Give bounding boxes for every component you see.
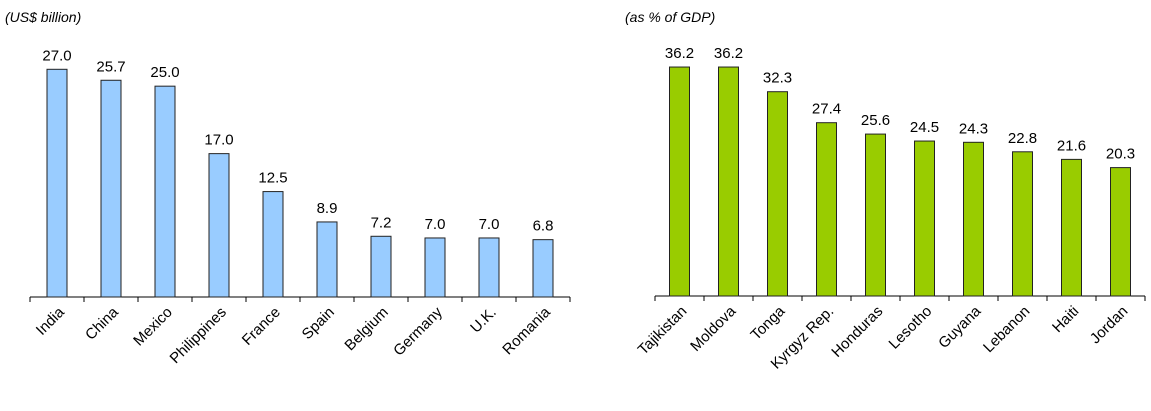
x-tick-label: Moldova <box>687 302 740 355</box>
value-label: 17.0 <box>204 132 233 149</box>
value-label: 7.0 <box>479 216 500 233</box>
bar <box>424 237 446 298</box>
x-tick-label: Tajikistan <box>635 303 691 359</box>
bar <box>208 153 230 298</box>
value-label: 20.3 <box>1106 146 1135 163</box>
x-tick-label: Guyana <box>935 302 985 352</box>
x-tick-label: Jordan <box>1087 303 1131 347</box>
bar <box>718 66 739 297</box>
value-label: 7.0 <box>425 216 446 233</box>
x-tick-label: Romania <box>499 303 554 358</box>
value-label: 27.4 <box>812 101 841 118</box>
value-label: 25.0 <box>150 64 179 81</box>
bar <box>262 191 284 298</box>
chart-subtitle: (as % of GDP) <box>625 9 715 25</box>
value-label: 25.6 <box>861 112 890 129</box>
x-tick-label: China <box>82 303 122 343</box>
x-tick-label: India <box>33 303 68 338</box>
bar <box>865 133 886 297</box>
value-label: 32.3 <box>763 70 792 87</box>
x-tick-label: Honduras <box>828 303 886 361</box>
bar <box>100 79 122 298</box>
bar <box>1012 151 1033 297</box>
x-tick-label: Spain <box>299 304 338 343</box>
x-tick-label: Mexico <box>130 304 176 350</box>
bar <box>532 239 554 298</box>
x-tick-label: Philippines <box>167 304 230 367</box>
bar <box>669 66 690 297</box>
bar <box>1110 167 1131 297</box>
value-label: 22.8 <box>1008 130 1037 147</box>
bar <box>767 91 788 297</box>
bar <box>914 140 935 297</box>
x-tick-label: U.K. <box>467 304 500 337</box>
chart-subtitle: (US$ billion) <box>5 9 81 25</box>
x-tick-label: Lesotho <box>886 303 936 353</box>
value-label: 36.2 <box>665 45 694 62</box>
bar <box>963 141 984 297</box>
x-tick-label: Haiti <box>1049 303 1082 336</box>
x-tick-label: Tonga <box>747 302 788 343</box>
value-label: 27.0 <box>42 47 71 64</box>
x-tick-label: Belgium <box>341 304 391 354</box>
x-tick-label: Germany <box>390 303 446 359</box>
bar <box>816 122 837 297</box>
x-tick-label: Lebanon <box>980 303 1033 356</box>
bar <box>478 237 500 298</box>
value-label: 8.9 <box>317 200 338 217</box>
value-label: 12.5 <box>258 170 287 187</box>
value-label: 24.3 <box>959 120 988 137</box>
value-label: 21.6 <box>1057 137 1086 154</box>
bar <box>1061 158 1082 297</box>
value-label: 6.8 <box>533 218 554 235</box>
bar <box>154 85 176 298</box>
bar <box>370 235 392 298</box>
x-tick-label: France <box>239 304 284 349</box>
value-label: 25.7 <box>96 58 125 75</box>
bar <box>46 68 68 298</box>
value-label: 7.2 <box>371 214 392 231</box>
value-label: 36.2 <box>714 45 743 62</box>
value-label: 24.5 <box>910 119 939 136</box>
bar <box>316 221 338 298</box>
